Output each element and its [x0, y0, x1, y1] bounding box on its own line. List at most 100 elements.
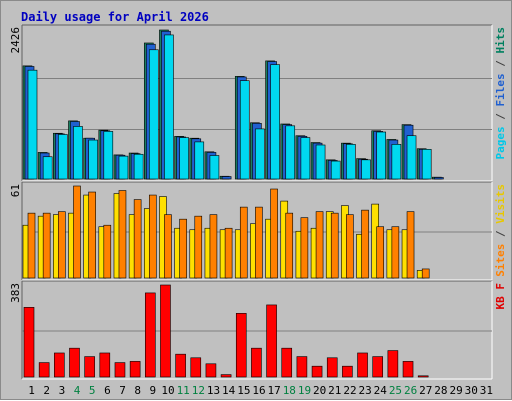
x-tick-label: 26	[404, 384, 417, 397]
x-tick-label: 10	[161, 384, 174, 397]
x-tick-label: 13	[207, 384, 220, 397]
x-tick-label: 6	[104, 384, 111, 397]
middle-panel-bar-sites	[315, 211, 324, 279]
top-panel-bar-pages	[103, 131, 114, 180]
x-tick-label: 25	[389, 384, 402, 397]
bottom-panel-bar-kb-f	[357, 352, 368, 378]
middle-panel-ymax-label: 61	[9, 184, 22, 197]
bottom-panel-bar-kb-f	[326, 357, 338, 378]
top-panel-bar-pages	[194, 141, 205, 180]
top-panel-legend-part: Hits	[494, 27, 507, 54]
top-panel-bar-pages	[270, 64, 280, 180]
bottom-panel-bar-kb-f	[114, 362, 126, 378]
top-panel-bar-pages	[27, 69, 38, 180]
middle-panel-bar-sites	[133, 199, 142, 279]
top-panel-legend-part: Pages	[494, 126, 507, 159]
top-panel-bar-pages	[58, 134, 68, 180]
middle-panel-legend-part: /	[494, 224, 507, 244]
x-tick-label: 18	[283, 384, 296, 397]
middle-panel-bar-sites	[376, 226, 385, 279]
top-panel-bar-pages	[406, 135, 417, 180]
middle-panel-bar-sites	[421, 268, 430, 279]
x-tick-label: 19	[298, 384, 311, 397]
x-tick-label: 8	[134, 384, 141, 397]
top-panel-bar-pages	[421, 149, 432, 180]
bottom-panel-bar-kb-f	[144, 292, 156, 378]
top-panel-bar-files	[434, 177, 444, 180]
top-panel-bar-pages	[361, 159, 371, 180]
middle-panel-bar-sites	[391, 226, 400, 279]
bottom-panel-bar-kb-f	[387, 350, 399, 378]
x-tick-label: 12	[192, 384, 205, 397]
x-tick-label: 4	[74, 384, 81, 397]
bottom-panel-bar-kb-f	[372, 356, 384, 378]
x-tick-label: 30	[465, 384, 478, 397]
top-panel-bar-pages	[285, 125, 296, 180]
middle-panel-bar-sites	[346, 214, 354, 279]
x-tick-label: 3	[59, 384, 66, 397]
bottom-panel-bar-kb-f	[281, 347, 293, 378]
top-panel-bar-pages	[209, 155, 220, 180]
bottom-panel-bar-kb-f	[190, 357, 202, 378]
x-tick-label: 11	[177, 384, 190, 397]
bottom-panel-legend-label: KB F	[494, 283, 507, 310]
bottom-panel-bar-kb-f	[220, 374, 232, 378]
bottom-panel-bar-kb-f	[417, 375, 429, 378]
middle-panel-bar-sites	[164, 214, 172, 279]
bottom-panel-bar-kb-f	[342, 365, 353, 378]
middle-panel-bar-sites	[88, 191, 96, 279]
bottom-panel-legend-part: KB F	[494, 283, 507, 310]
x-tick-label: 14	[222, 384, 236, 397]
bottom-panel-bar-kb-f	[84, 356, 95, 378]
top-panel-bar-pages	[133, 153, 144, 180]
bottom-panel-bar-kb-f	[235, 313, 247, 378]
bottom-panel-bar-kb-f	[251, 347, 262, 378]
top-panel-bar-pages	[300, 137, 311, 180]
bottom-panel-bar-kb-f	[69, 347, 80, 378]
bottom-panel-bar-kb-f	[160, 284, 171, 378]
x-tick-label: 23	[359, 384, 372, 397]
x-tick-label: 15	[237, 384, 250, 397]
x-tick-label: 17	[268, 384, 281, 397]
top-panel-bar-pages	[164, 34, 174, 180]
bottom-panel-bar-kb-f	[311, 365, 323, 378]
middle-panel-bar-sites	[224, 227, 233, 279]
x-tick-label: 28	[434, 384, 447, 397]
middle-panel-bar-sites	[361, 209, 369, 279]
middle-panel-bar-sites	[148, 194, 157, 279]
bottom-panel-bar-kb-f	[266, 304, 277, 378]
top-panel-bar-pages	[148, 49, 159, 180]
bottom-panel-ymax-label: 383	[9, 283, 22, 303]
middle-panel-bar-sites	[270, 188, 278, 279]
top-panel-bar-pages	[239, 80, 250, 180]
middle-panel-bar-sites	[194, 215, 203, 279]
x-tick-label: 31	[480, 384, 493, 397]
top-panel-legend-label: Pages / Files / Hits	[494, 27, 507, 160]
top-panel-bar-pages	[73, 126, 83, 180]
x-tick-label: 16	[252, 384, 265, 397]
x-tick-label: 20	[313, 384, 326, 397]
middle-panel-bar-sites	[58, 211, 66, 279]
top-panel-bar-files	[221, 176, 232, 180]
x-tick-label: 21	[328, 384, 341, 397]
bottom-panel-bar-kb-f	[38, 362, 50, 378]
top-panel-bar-pages	[376, 131, 387, 180]
x-tick-label: 29	[449, 384, 462, 397]
middle-panel-bar-sites	[330, 212, 339, 279]
top-panel-legend-part: /	[494, 54, 507, 74]
middle-panel-legend-part: Sites	[494, 244, 507, 277]
top-panel-bar-pages	[118, 155, 129, 180]
middle-panel-bar-sites	[239, 206, 248, 279]
middle-panel-bar-sites	[406, 211, 415, 279]
x-tick-label: 7	[119, 384, 126, 397]
middle-panel-bar-sites	[300, 217, 309, 279]
top-panel-legend-part: Files	[494, 73, 507, 106]
top-panel-bar-pages	[391, 144, 402, 180]
middle-panel-bar-sites	[103, 224, 112, 279]
bottom-panel-bar-kb-f	[99, 352, 111, 378]
middle-panel-bar-sites	[73, 185, 81, 279]
middle-panel-bar-sites	[285, 212, 294, 279]
top-panel-bar-pages	[346, 144, 356, 180]
top-panel-bar-pages	[88, 139, 98, 180]
